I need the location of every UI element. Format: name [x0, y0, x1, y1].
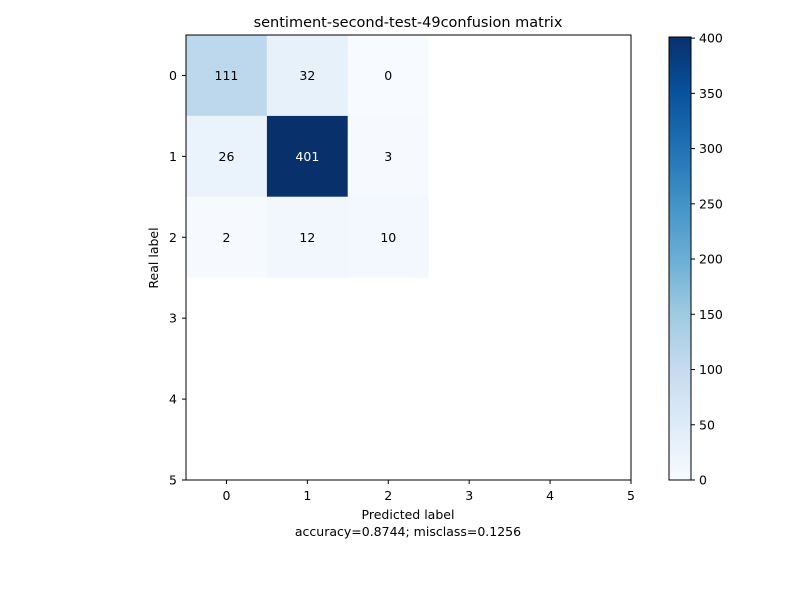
- x-tick-label: 5: [627, 488, 635, 503]
- chart-title: sentiment-second-test-49confusion matrix: [254, 15, 563, 31]
- x-tick-label: 3: [465, 488, 473, 503]
- colorbar-tick-label: 100: [699, 362, 723, 377]
- colorbar-tick-label: 150: [699, 307, 723, 322]
- cell-value-r0-c1: 32: [299, 68, 315, 83]
- x-tick-label: 2: [384, 488, 392, 503]
- cell-value-r2-c1: 12: [299, 230, 315, 245]
- x-axis-note: accuracy=0.8744; misclass=0.1256: [295, 524, 521, 539]
- x-tick-label: 0: [222, 488, 230, 503]
- colorbar-tick-label: 300: [699, 141, 723, 156]
- y-tick-label: 0: [169, 68, 177, 83]
- colorbar-tick-label: 200: [699, 252, 723, 267]
- x-tick-label: 4: [546, 488, 554, 503]
- cell-value-r1-c2: 3: [384, 149, 392, 164]
- x-axis-ticks: 0 1 2 3 4 5: [222, 480, 634, 503]
- y-axis-ticks: 0 1 2 3 4 5: [169, 68, 186, 488]
- cell-value-r2-c0: 2: [222, 230, 230, 245]
- y-axis-label: Real label: [146, 227, 161, 288]
- colorbar-tick-label: 350: [699, 86, 723, 101]
- y-tick-label: 2: [169, 230, 177, 245]
- cell-value-r2-c2: 10: [380, 230, 396, 245]
- colorbar-tick-label: 50: [699, 417, 715, 432]
- colorbar-tick-label: 0: [699, 473, 707, 488]
- y-tick-label: 3: [169, 311, 177, 326]
- y-tick-label: 5: [169, 473, 177, 488]
- x-tick-label: 1: [303, 488, 311, 503]
- y-tick-label: 4: [169, 392, 177, 407]
- colorbar-tick-label: 400: [699, 31, 723, 46]
- cell-value-r1-c0: 26: [219, 149, 235, 164]
- cell-value-r0-c2: 0: [384, 68, 392, 83]
- colorbar: [669, 37, 691, 480]
- colorbar-ticks: 0 50 100 150 200 250 300 350 400: [691, 31, 723, 488]
- colorbar-tick-label: 250: [699, 196, 723, 211]
- y-tick-label: 1: [169, 149, 177, 164]
- x-axis-label: Predicted label: [362, 507, 455, 522]
- cell-value-r0-c0: 111: [215, 68, 239, 83]
- cell-value-r1-c1: 401: [295, 149, 319, 164]
